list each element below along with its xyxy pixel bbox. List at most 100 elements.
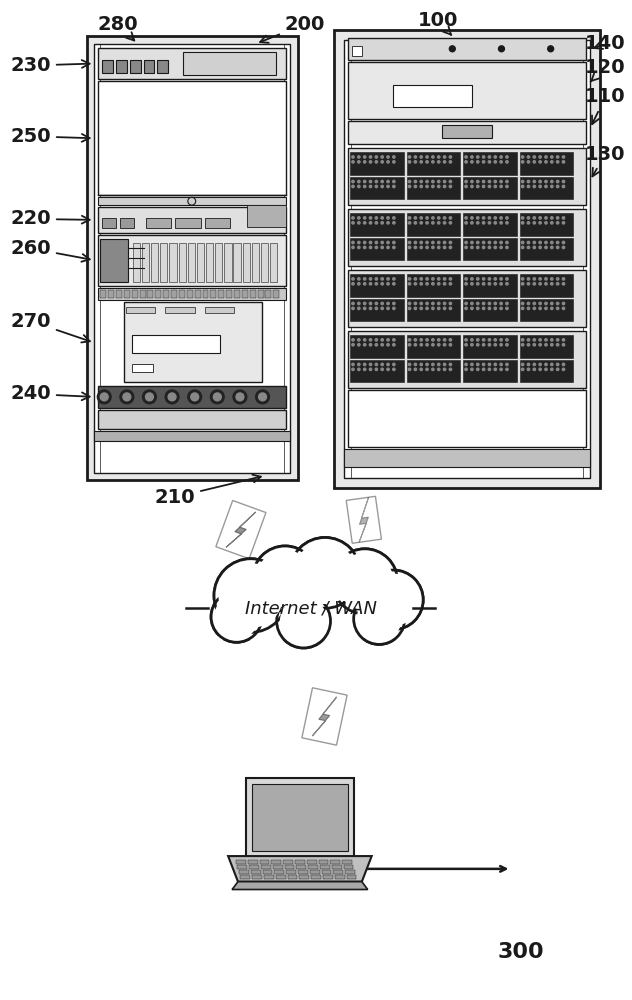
Bar — [348, 390, 586, 447]
Circle shape — [494, 217, 497, 219]
Circle shape — [444, 283, 446, 285]
Bar — [142, 243, 149, 282]
Bar — [169, 243, 176, 282]
Circle shape — [414, 307, 416, 310]
Circle shape — [387, 302, 389, 305]
Bar — [145, 218, 171, 228]
Circle shape — [550, 180, 553, 183]
Bar — [345, 870, 355, 874]
Circle shape — [432, 307, 434, 310]
Circle shape — [506, 283, 508, 285]
Circle shape — [381, 363, 384, 366]
Circle shape — [369, 344, 372, 346]
Circle shape — [539, 180, 542, 183]
Circle shape — [550, 246, 553, 249]
Circle shape — [381, 241, 384, 244]
Circle shape — [277, 594, 331, 648]
Circle shape — [506, 368, 508, 371]
Circle shape — [500, 241, 502, 244]
Circle shape — [289, 537, 360, 608]
Circle shape — [449, 368, 452, 371]
Bar — [262, 870, 272, 874]
Circle shape — [432, 283, 434, 285]
Circle shape — [533, 217, 535, 219]
Circle shape — [500, 339, 502, 341]
Circle shape — [521, 180, 524, 183]
Bar — [258, 290, 264, 298]
Circle shape — [494, 161, 497, 163]
Circle shape — [358, 241, 360, 244]
Circle shape — [489, 185, 490, 188]
Circle shape — [352, 283, 354, 285]
Bar — [323, 875, 333, 879]
Circle shape — [363, 180, 366, 183]
Circle shape — [408, 161, 411, 163]
Circle shape — [556, 283, 559, 285]
Bar — [348, 121, 586, 144]
Circle shape — [392, 339, 395, 341]
Circle shape — [100, 393, 108, 401]
Bar — [247, 205, 286, 227]
Bar — [261, 243, 268, 282]
Bar — [442, 125, 492, 138]
Circle shape — [449, 278, 452, 280]
Circle shape — [506, 339, 508, 341]
Circle shape — [562, 180, 564, 183]
Circle shape — [381, 161, 384, 163]
Circle shape — [562, 222, 564, 224]
Circle shape — [375, 156, 377, 158]
Bar — [276, 875, 286, 879]
Circle shape — [521, 344, 524, 346]
Circle shape — [369, 180, 372, 183]
Circle shape — [381, 222, 384, 224]
Bar — [332, 865, 342, 869]
Circle shape — [211, 591, 262, 642]
Circle shape — [375, 283, 377, 285]
Bar — [520, 360, 573, 382]
Circle shape — [387, 278, 389, 280]
Circle shape — [387, 339, 389, 341]
Circle shape — [408, 185, 411, 188]
Circle shape — [556, 339, 559, 341]
Circle shape — [494, 180, 497, 183]
Bar — [348, 331, 586, 388]
Bar — [342, 860, 352, 864]
Circle shape — [358, 161, 360, 163]
Circle shape — [352, 368, 354, 371]
Circle shape — [521, 278, 524, 280]
Circle shape — [527, 241, 530, 244]
Circle shape — [545, 222, 547, 224]
Circle shape — [471, 161, 473, 163]
Circle shape — [392, 180, 395, 183]
Circle shape — [477, 185, 479, 188]
Circle shape — [465, 217, 467, 219]
Circle shape — [375, 161, 377, 163]
Circle shape — [545, 241, 547, 244]
Circle shape — [533, 278, 535, 280]
Circle shape — [408, 363, 411, 366]
Circle shape — [489, 222, 490, 224]
Circle shape — [489, 278, 490, 280]
Circle shape — [420, 156, 422, 158]
Circle shape — [465, 246, 467, 249]
Circle shape — [477, 156, 479, 158]
Circle shape — [471, 217, 473, 219]
Circle shape — [408, 302, 411, 305]
Circle shape — [562, 246, 564, 249]
Circle shape — [494, 185, 497, 188]
Bar — [120, 218, 134, 228]
Circle shape — [562, 278, 564, 280]
Bar — [233, 243, 241, 282]
Circle shape — [539, 185, 542, 188]
Circle shape — [533, 241, 535, 244]
Circle shape — [375, 222, 377, 224]
Circle shape — [444, 180, 446, 183]
Circle shape — [408, 180, 411, 183]
Circle shape — [465, 344, 467, 346]
Circle shape — [562, 156, 564, 158]
Circle shape — [556, 307, 559, 310]
Circle shape — [533, 185, 535, 188]
Bar — [116, 290, 122, 298]
Circle shape — [550, 222, 553, 224]
Circle shape — [369, 363, 372, 366]
